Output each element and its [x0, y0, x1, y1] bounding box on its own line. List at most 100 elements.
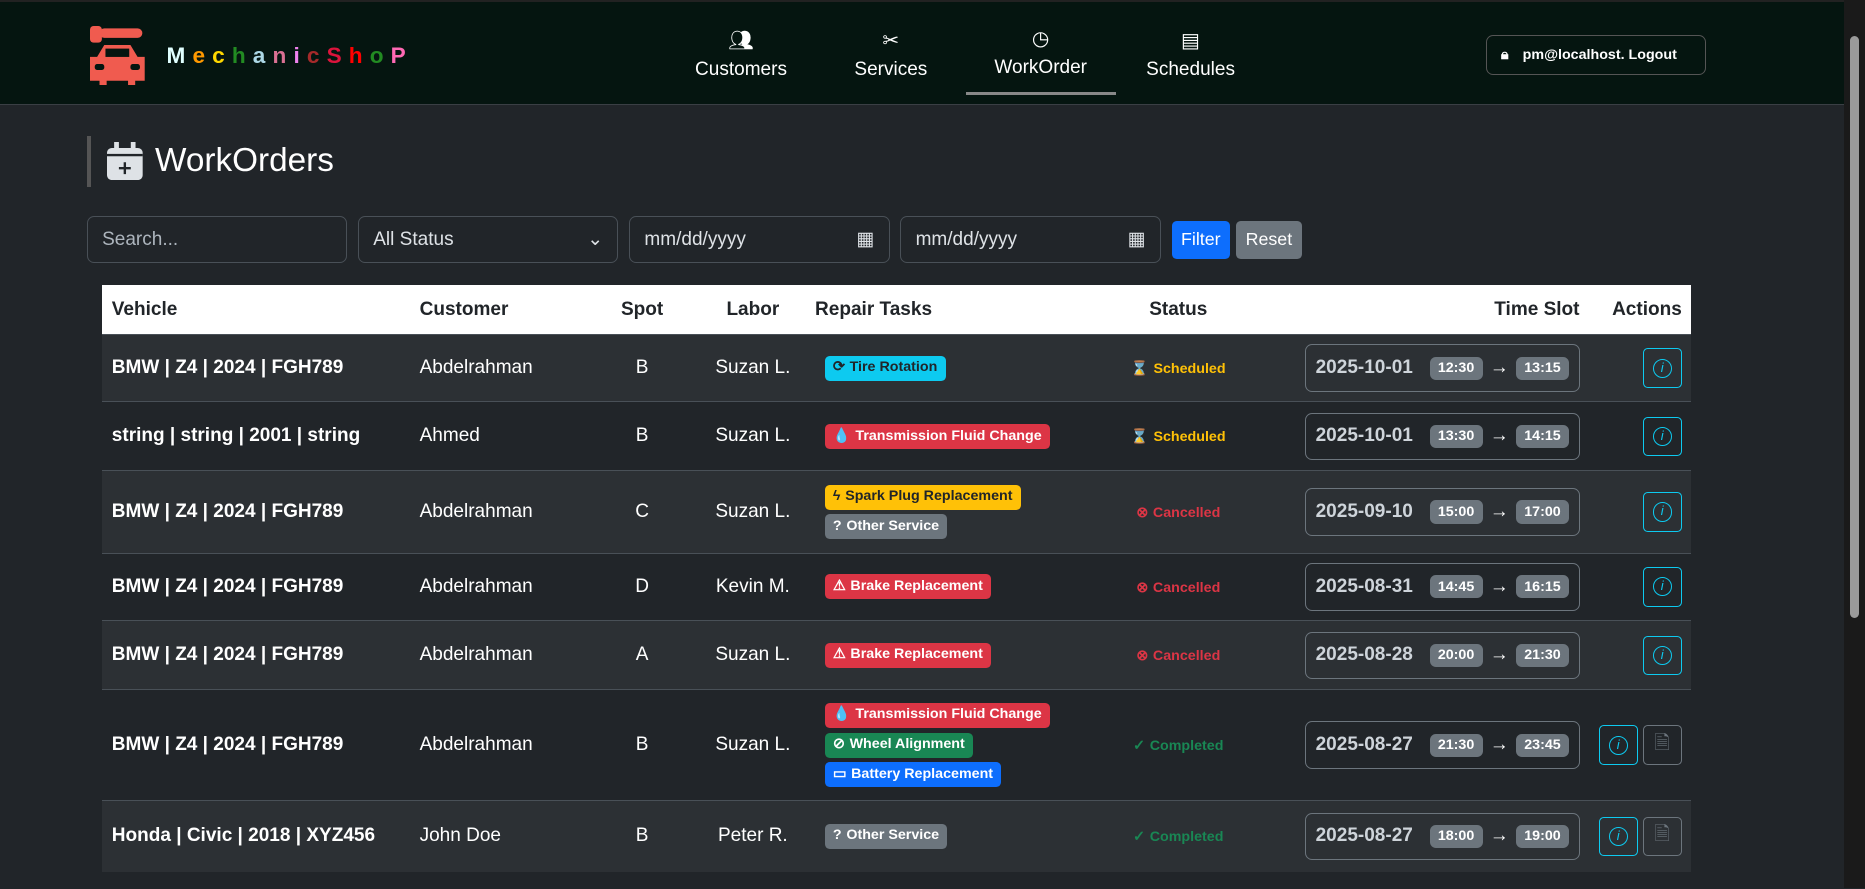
- slot-start: 13:30: [1429, 424, 1483, 449]
- task-icon: ?: [832, 517, 842, 534]
- people-icon: 👥︎: [728, 29, 754, 52]
- time-slot-cell: 2025-08-27 21:30 → 23:45: [1294, 689, 1590, 801]
- info-button[interactable]: i: [1598, 725, 1638, 765]
- table-row[interactable]: BMW | Z4 | 2024 | FGH789 Abdelrahman B S…: [102, 333, 1692, 402]
- status-icon: ⌛: [1130, 429, 1149, 446]
- table-row[interactable]: Honda | Civic | 2018 | XYZ456 John Doe B…: [102, 799, 1692, 872]
- task-icon: ϟ: [832, 488, 841, 505]
- info-button[interactable]: i: [1642, 567, 1682, 607]
- customer-cell: Ahmed: [410, 401, 584, 471]
- tasks-cell: 💧 Transmission Fluid Change ⊘ Wheel Alignme…: [805, 689, 1063, 801]
- nav-item-label: Schedules: [1146, 58, 1235, 80]
- status-badge: ✓ Completed: [1133, 829, 1223, 845]
- task-label: Other Service: [846, 827, 940, 844]
- info-icon: i: [1652, 645, 1672, 665]
- info-button[interactable]: i: [1642, 416, 1682, 457]
- customer-cell: Abdelrahman: [410, 333, 584, 402]
- table-row[interactable]: BMW | Z4 | 2024 | FGH789 Abdelrahman A S…: [102, 620, 1692, 690]
- table-row[interactable]: BMW | Z4 | 2024 | FGH789 Abdelrahman B S…: [102, 689, 1692, 801]
- info-button[interactable]: i: [1598, 816, 1638, 856]
- scrollbar[interactable]: [1843, 0, 1865, 889]
- calendar-icon: ▤: [1181, 29, 1201, 52]
- status-badge: ⌛ Scheduled: [1131, 429, 1226, 445]
- task-badge: ϟ Spark Plug Replacement: [824, 484, 1021, 510]
- status-text: Cancelled: [1152, 579, 1221, 596]
- status-cell: ✓ Completed: [1062, 689, 1295, 801]
- time-slot-cell: 2025-08-28 20:00 → 21:30: [1294, 620, 1590, 690]
- info-button[interactable]: i: [1642, 348, 1682, 388]
- spot-cell: A: [584, 620, 701, 690]
- arrow-right-icon: →: [1489, 734, 1509, 756]
- info-button[interactable]: i: [1642, 635, 1682, 675]
- document-icon: 🗎︎: [1654, 733, 1670, 755]
- nav-item-customers[interactable]: 👥︎ Customers: [666, 2, 816, 95]
- labor-cell: Suzan L.: [700, 401, 806, 471]
- brand-logo[interactable]: MechanicShoP: [90, 25, 413, 86]
- column-header: Status: [1062, 285, 1295, 335]
- info-icon: i: [1652, 426, 1672, 446]
- status-icon: ✓: [1133, 829, 1145, 846]
- report-button[interactable]: 🗎︎: [1642, 725, 1682, 765]
- date-from-value: mm/dd/yyyy: [644, 228, 746, 250]
- task-label: Brake Replacement: [850, 646, 983, 663]
- slot-date: 2025-10-01: [1315, 425, 1413, 447]
- calendar-icon[interactable]: ▦: [856, 229, 875, 251]
- calendar-icon[interactable]: ▦: [1127, 229, 1146, 251]
- task-badge: ⊘ Wheel Alignment: [824, 732, 974, 758]
- actions-cell: i: [1589, 552, 1692, 621]
- time-slot: 2025-08-31 14:45 → 16:15: [1305, 563, 1580, 611]
- mechanic-car-icon: [90, 25, 146, 86]
- navbar: MechanicShoP 👥︎ Customers ✂ Services ◷ WorkOr…: [0, 0, 1844, 105]
- table-row[interactable]: BMW | Z4 | 2024 | FGH789 Abdelrahman C S…: [102, 470, 1692, 554]
- date-to-input[interactable]: mm/dd/yyyy ▦: [900, 216, 1161, 263]
- logout-button[interactable]: 🔒︎ pm@localhost. Logout: [1485, 35, 1706, 75]
- scrollbar-thumb[interactable]: [1849, 35, 1860, 619]
- report-button[interactable]: 🗎︎: [1642, 816, 1682, 856]
- task-badge: ? Other Service: [824, 514, 948, 540]
- status-text: Scheduled: [1153, 429, 1226, 446]
- nav-item-services[interactable]: ✂ Services: [816, 2, 966, 95]
- brand-letter: P: [390, 42, 413, 68]
- actions-cell: i: [1589, 620, 1692, 690]
- brand-letter: S: [326, 42, 349, 68]
- status-select[interactable]: All Status ⌄: [357, 216, 619, 263]
- slot-end: 13:15: [1515, 356, 1570, 380]
- spot-cell: B: [584, 689, 701, 801]
- workorders-table: Vehicle Customer Spot Labor Repair Tasks Stat…: [102, 285, 1692, 872]
- status-cell: ⌛ Scheduled: [1062, 401, 1295, 471]
- vehicle-cell: string | string | 2001 | string: [102, 401, 411, 471]
- tasks-cell: 💧 Transmission Fluid Change: [805, 401, 1063, 471]
- page-title-text: WorkOrders: [155, 142, 334, 180]
- slot-end: 21:30: [1515, 643, 1570, 667]
- slot-start: 18:00: [1429, 824, 1483, 848]
- slot-start: 14:45: [1429, 575, 1483, 599]
- table-row[interactable]: BMW | Z4 | 2024 | FGH789 Abdelrahman D K…: [102, 552, 1692, 621]
- search-input[interactable]: Search...: [86, 216, 348, 263]
- table-row[interactable]: string | string | 2001 | string Ahmed B …: [102, 401, 1692, 471]
- filter-button[interactable]: Filter: [1171, 220, 1231, 259]
- reset-button[interactable]: Reset: [1236, 220, 1302, 259]
- slot-date: 2025-08-27: [1315, 734, 1413, 756]
- labor-cell: Suzan L.: [700, 689, 806, 801]
- clock-icon: ◷: [1031, 28, 1050, 51]
- status-icon: ⊗: [1136, 579, 1149, 596]
- actions-cell: i: [1589, 333, 1692, 402]
- task-badge: ⟳ Tire Rotation: [824, 355, 946, 381]
- brand-letter: M: [166, 42, 193, 68]
- nav-item-workorder[interactable]: ◷ WorkOrder: [965, 2, 1116, 95]
- nav-item-label: Customers: [695, 58, 787, 80]
- vehicle-cell: BMW | Z4 | 2024 | FGH789: [102, 552, 411, 621]
- info-icon: i: [1608, 826, 1628, 846]
- labor-cell: Suzan L.: [700, 333, 806, 402]
- date-from-input[interactable]: mm/dd/yyyy ▦: [629, 216, 890, 263]
- task-icon: ⚠: [832, 646, 846, 663]
- info-button[interactable]: i: [1642, 492, 1682, 532]
- status-badge: ⊗ Cancelled: [1136, 505, 1220, 521]
- nav-item-schedules[interactable]: ▤ Schedules: [1116, 2, 1266, 95]
- time-slot: 2025-08-27 18:00 → 19:00: [1305, 812, 1580, 861]
- arrow-right-icon: →: [1489, 501, 1509, 522]
- tasks-cell: ⟳ Tire Rotation: [805, 333, 1063, 402]
- status-icon: ⊗: [1136, 505, 1149, 521]
- task-label: Spark Plug Replacement: [845, 488, 1013, 505]
- column-header: Time Slot: [1294, 285, 1590, 335]
